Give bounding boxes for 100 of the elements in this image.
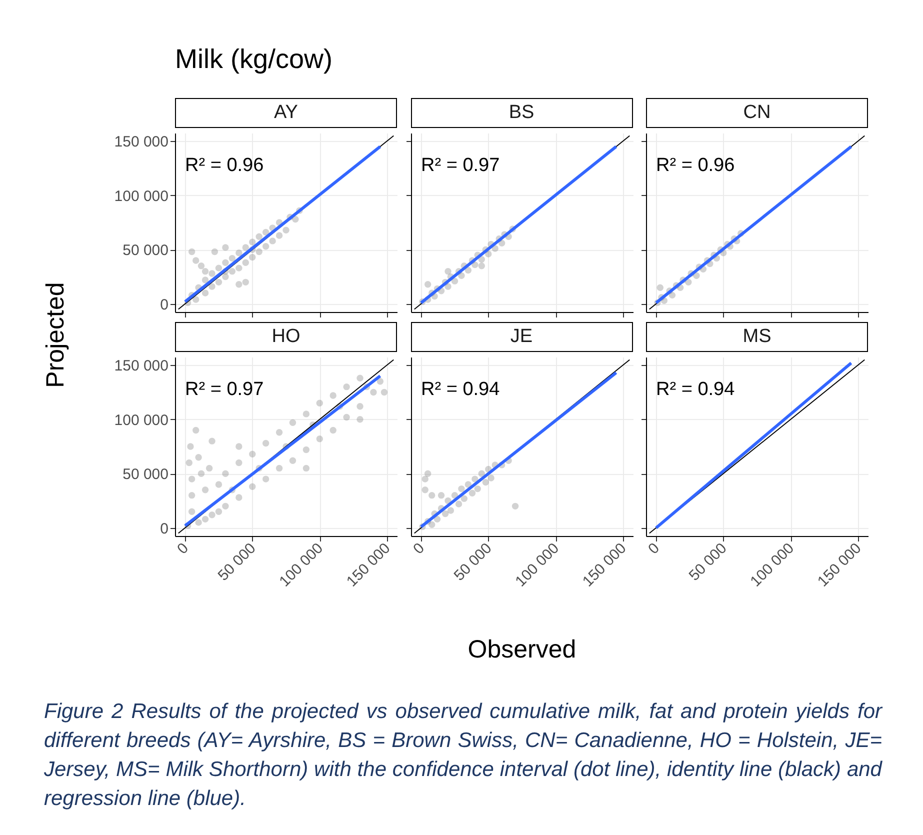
- y-tick-label: 50 000: [122, 242, 168, 260]
- point: [424, 280, 431, 288]
- point: [428, 521, 435, 528]
- chart-title: MS: [646, 322, 868, 352]
- point: [421, 476, 428, 482]
- point: [433, 516, 440, 523]
- point: [188, 492, 196, 499]
- x-tick-label: 50 000: [214, 540, 260, 584]
- chart-title: BS: [410, 98, 632, 128]
- point: [206, 464, 213, 472]
- point: [356, 374, 364, 382]
- point: [446, 507, 454, 514]
- point: [198, 262, 205, 270]
- point: [202, 268, 209, 275]
- y-tick-label: 100 000: [114, 412, 168, 429]
- y-tick-label: 0: [160, 296, 168, 314]
- x-tick-label: 100 000: [512, 540, 562, 590]
- point: [424, 470, 431, 477]
- point: [198, 470, 205, 477]
- point: [474, 485, 480, 492]
- point: [454, 500, 462, 508]
- point: [188, 476, 196, 482]
- point: [208, 283, 216, 290]
- point: [262, 476, 270, 482]
- point: [236, 494, 242, 501]
- point: [276, 429, 283, 436]
- point: [482, 478, 489, 486]
- annotation: R² = 0.94: [420, 379, 500, 400]
- point: [208, 270, 216, 277]
- point: [444, 268, 451, 275]
- point: [302, 464, 310, 472]
- point: [478, 262, 484, 270]
- point: [464, 266, 472, 274]
- point: [316, 436, 323, 442]
- point: [289, 419, 296, 426]
- text: Observed: [468, 636, 576, 664]
- point: [370, 388, 377, 396]
- point: [471, 476, 478, 482]
- x-tick-label: 100 000: [276, 540, 326, 590]
- x-tick-label: 0: [645, 540, 663, 558]
- point: [330, 392, 336, 399]
- chart-title: CN: [646, 98, 868, 128]
- point: [428, 492, 435, 499]
- point: [460, 495, 467, 502]
- point: [242, 278, 249, 286]
- annotation: R² = 0.94: [656, 379, 736, 400]
- point: [208, 512, 216, 518]
- point: [668, 292, 676, 299]
- point: [249, 483, 256, 490]
- point: [487, 474, 494, 482]
- x-tick-label: 50 000: [450, 540, 495, 584]
- point: [468, 490, 476, 496]
- point: [222, 259, 229, 266]
- point: [186, 459, 192, 466]
- point: [242, 244, 249, 251]
- x-tick-label: 150 000: [578, 540, 630, 590]
- chart-title: JE: [410, 322, 632, 352]
- y-tick-label: 150 000: [114, 134, 168, 151]
- point: [215, 264, 222, 272]
- point: [302, 446, 310, 454]
- point: [208, 438, 216, 444]
- point: [202, 290, 209, 296]
- point: [215, 508, 222, 515]
- point: [236, 250, 242, 256]
- x-tick-label: 0: [174, 540, 192, 558]
- caption: Figure 2 Results of the projected vs observed cumulative milk, fat and protein yields for different breeds (AY= Ayrshire, BS = Brown Swiss, CN= Canadienne, HO = Holstein, JE= Jersey, MS= Milk Shorthorn) with the confidence interval (dot line), identity line (black) and regression line (blue).: [44, 699, 882, 812]
- point: [316, 400, 323, 406]
- point: [215, 481, 222, 488]
- point: [376, 378, 384, 385]
- point: [215, 278, 222, 286]
- annotation: R² = 0.97: [185, 379, 264, 400]
- point: [437, 492, 444, 499]
- text: Milk (kg/cow): [175, 44, 333, 75]
- y-tick-label: 100 000: [114, 188, 168, 205]
- point: [249, 450, 256, 458]
- annotation: R² = 0.96: [656, 155, 735, 176]
- point: [478, 470, 484, 477]
- point: [187, 443, 194, 450]
- point: [262, 243, 270, 250]
- point: [343, 383, 350, 390]
- point: [222, 470, 229, 477]
- point: [343, 414, 350, 421]
- point: [289, 457, 296, 464]
- point: [450, 492, 458, 499]
- point: [236, 280, 242, 288]
- point: [236, 459, 242, 466]
- point: [356, 403, 364, 410]
- point: [262, 228, 270, 236]
- point: [282, 226, 290, 234]
- point: [236, 443, 242, 450]
- point: [302, 410, 310, 418]
- annotation: R² = 0.96: [185, 155, 264, 176]
- point: [330, 426, 336, 434]
- point: [228, 268, 236, 275]
- point: [471, 261, 478, 268]
- point: [222, 502, 229, 510]
- annotation: R² = 0.97: [420, 155, 500, 176]
- point: [511, 502, 518, 510]
- point: [242, 259, 249, 266]
- point: [292, 216, 299, 223]
